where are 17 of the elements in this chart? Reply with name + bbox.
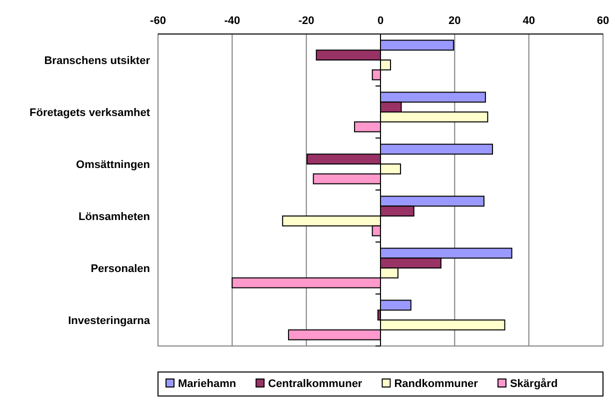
- y-tick-label: Företagets verksamhet: [30, 106, 150, 119]
- y-tick-label: Omsättningen: [76, 158, 150, 171]
- legend-label: Randkommuner: [394, 378, 479, 390]
- y-tick-label: Lönsamheten: [78, 210, 150, 223]
- x-tick-label: 40: [522, 15, 535, 27]
- x-tick-label: 0: [377, 15, 384, 27]
- legend-label: Mariehamn: [178, 378, 236, 390]
- x-tick-label: -20: [298, 15, 314, 27]
- y-tick-label: Branschens utsikter: [44, 54, 151, 67]
- y-tick-label: Personalen: [90, 262, 150, 275]
- x-tick-label: -60: [150, 15, 166, 27]
- legend-label: Centralkommuner: [268, 378, 363, 390]
- legend-label: Skärgård: [510, 377, 558, 390]
- x-tick-label: 60: [596, 15, 610, 27]
- x-tick-label: 20: [448, 15, 461, 27]
- y-tick-label: Investeringarna: [68, 314, 151, 327]
- x-tick-label: -40: [224, 15, 240, 27]
